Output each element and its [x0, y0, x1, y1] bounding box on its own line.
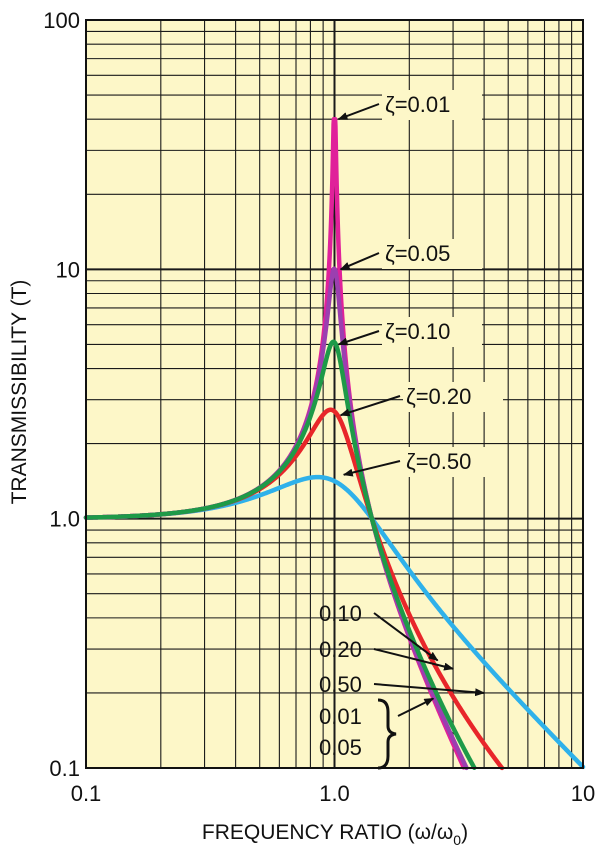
series-line-zeta-0.1 — [83, 339, 477, 771]
annotation-arrow — [339, 395, 401, 417]
annotation-label: ζ=0.50 — [406, 449, 471, 474]
tail-label-arrow — [397, 697, 435, 717]
x-axis-label-subscript: 0 — [453, 832, 461, 848]
y-tick-label: 100 — [43, 8, 80, 33]
brace-icon — [377, 698, 397, 770]
annotation-label: ζ=0.01 — [385, 92, 450, 117]
tick-labels: 0.1 1.0 10 0.1 1.0 10 100 — [43, 8, 595, 806]
tail-label: 0.20 — [319, 637, 362, 662]
annotation-arrow — [337, 330, 380, 346]
x-tick-label: 10 — [571, 781, 595, 806]
y-tick-label: 10 — [56, 257, 80, 282]
y-tick-label: 1.0 — [49, 507, 80, 532]
annotation-background — [382, 239, 482, 269]
tail-label: 0.10 — [319, 601, 362, 626]
x-axis-label-main: FREQUENCY RATIO (ω/ω — [202, 821, 453, 844]
y-tick-label: 0.1 — [49, 756, 80, 781]
tail-label-arrow — [373, 648, 455, 671]
tail-label-arrow — [373, 612, 439, 662]
x-tick-label: 0.1 — [71, 781, 102, 806]
annotation-background — [403, 382, 503, 412]
tail-label: 0.50 — [319, 672, 362, 697]
plot-frame — [85, 19, 584, 769]
annotation-arrow — [339, 252, 380, 271]
annotation-arrow — [342, 460, 401, 477]
tail-label-arrow — [373, 683, 486, 697]
annotation-background — [382, 90, 482, 120]
annotation-label: ζ=0.20 — [406, 384, 471, 409]
tail-label: 0.05 — [319, 735, 362, 760]
annotation-label: ζ=0.05 — [385, 241, 450, 266]
x-axis-label-close: ) — [461, 821, 468, 844]
x-tick-label: 1.0 — [319, 781, 350, 806]
annotation-background — [382, 317, 482, 347]
annotation-background — [403, 447, 503, 477]
annotation-label: ζ=0.10 — [385, 319, 450, 344]
series-curves — [83, 116, 586, 771]
annotation-arrow — [337, 103, 380, 121]
tail-label: 0.01 — [319, 704, 362, 729]
annotations: ζ=0.01 ζ=0.05 ζ=0.10 ζ=0.20 ζ=0.50 0.10 0.20 0.… — [319, 90, 503, 770]
x-axis-label: FREQUENCY RATIO (ω/ω0) — [202, 821, 468, 848]
y-axis-label: TRANSMISSIBILITY (T) — [8, 280, 31, 505]
